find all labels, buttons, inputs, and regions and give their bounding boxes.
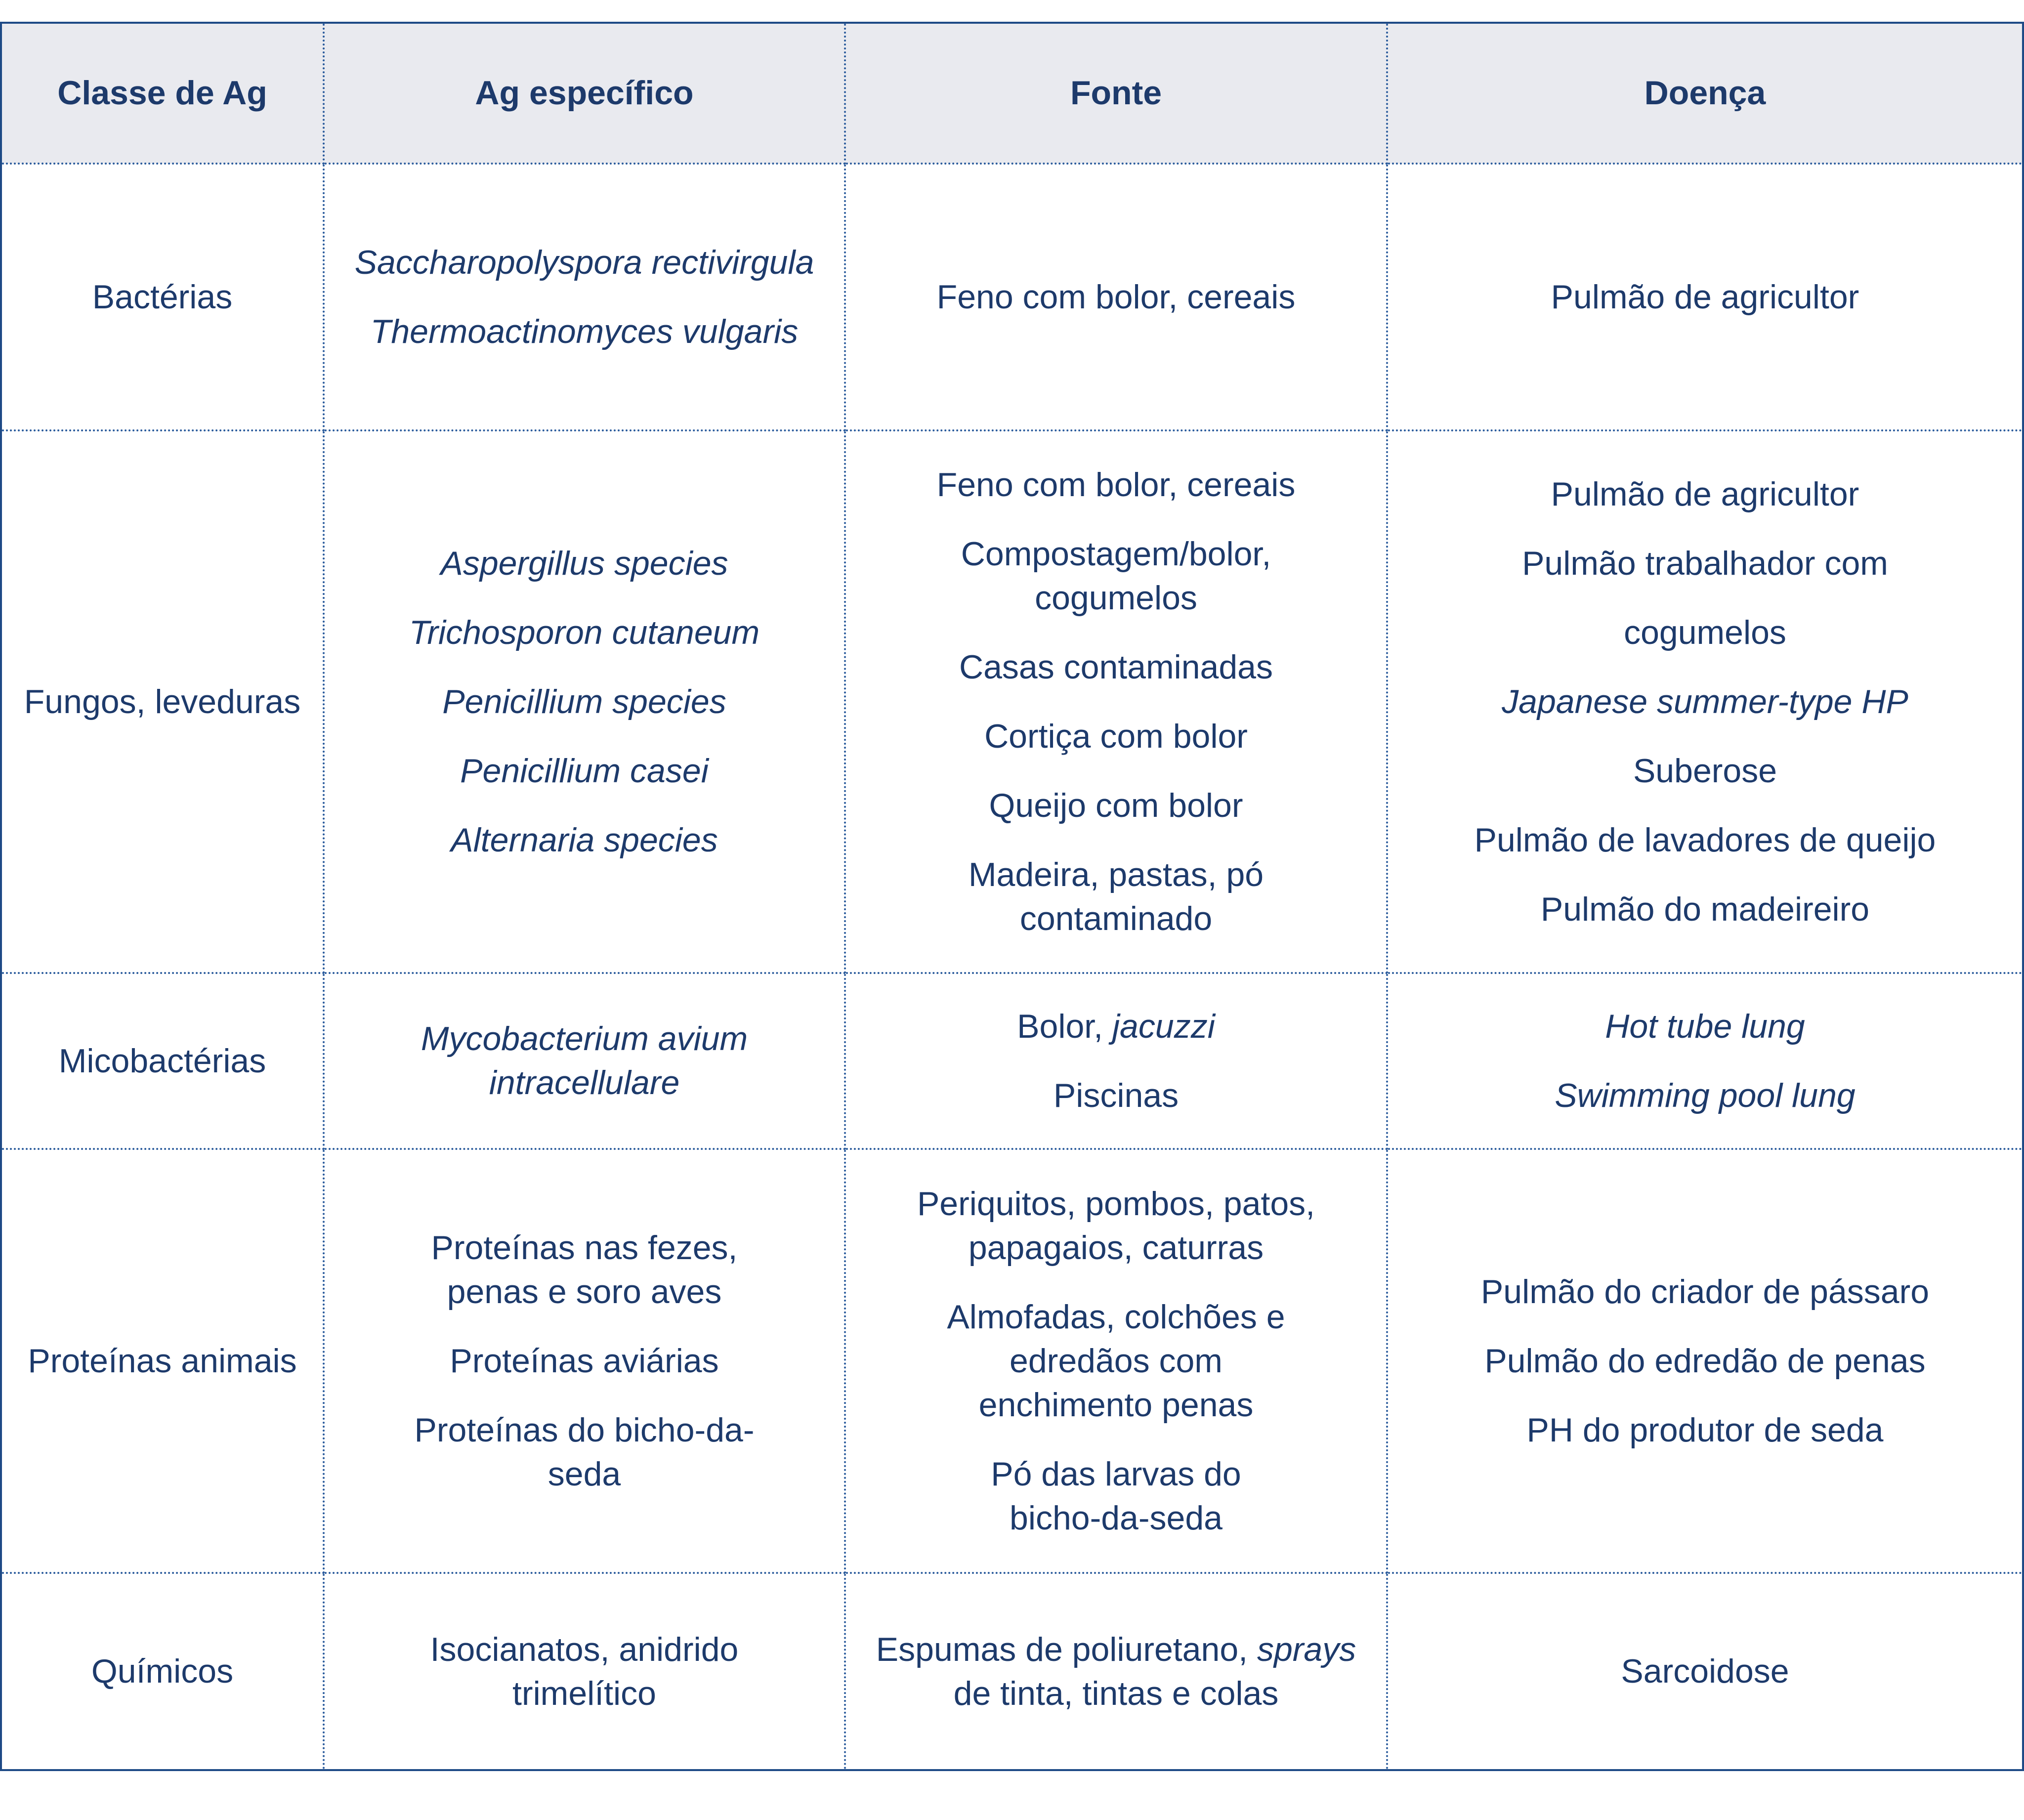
cell-ag: Mycobacterium avium intracellulare: [323, 972, 846, 1150]
text: Pulmão de agricultor: [1551, 278, 1859, 316]
cell-fonte: Espumas de poliuretano, sprays de tinta,…: [844, 1572, 1388, 1771]
text: Isocianatos, anidrido trimelítico: [430, 1630, 739, 1712]
text: Pulmão trabalhador com: [1522, 544, 1888, 582]
cell-ag: Saccharopolyspora rectivirgula Thermoact…: [323, 163, 846, 431]
text: Feno com bolor, cereais: [936, 466, 1296, 504]
text: Japanese summer-type HP: [1502, 682, 1908, 720]
text: jacuzzi: [1112, 1007, 1215, 1045]
text: cogumelos: [1624, 613, 1786, 651]
text: Feno com bolor, cereais: [936, 278, 1296, 316]
cell-classe: Bactérias: [0, 163, 325, 431]
text: Mycobacterium avium intracellulare: [421, 1020, 748, 1101]
text: Bolor,: [1017, 1007, 1112, 1045]
text: Madeira, pastas, pó contaminado: [968, 855, 1264, 937]
cell-fonte: Periquitos, pombos, patos, papagaios, ca…: [844, 1148, 1388, 1574]
cell-classe: Químicos: [0, 1572, 325, 1771]
table-row: Micobactérias Mycobacterium avium intrac…: [0, 972, 2024, 1150]
text: Saccharopolyspora rectivirgula: [354, 243, 814, 281]
header-ag: Ag específico: [323, 22, 846, 165]
cell-doenca: Hot tube lung Swimming pool lung: [1386, 972, 2024, 1150]
cell-doenca: Sarcoidose: [1386, 1572, 2024, 1771]
text: Proteínas animais: [28, 1342, 297, 1380]
table-row: Proteínas animais Proteínas nas fezes, p…: [0, 1148, 2024, 1574]
text: Alternaria species: [451, 821, 718, 859]
cell-doenca: Pulmão de agricultor Pulmão trabalhador …: [1386, 429, 2024, 974]
text: sprays: [1257, 1630, 1356, 1668]
text: Bolor, jacuzzi: [866, 1005, 1366, 1049]
cell-classe: Proteínas animais: [0, 1148, 325, 1574]
header-row: Classe de Ag Ag específico Fonte Doença: [0, 22, 2024, 165]
text: Proteínas nas fezes, penas e soro aves: [431, 1228, 738, 1311]
table-row: Fungos, leveduras Aspergillus species Tr…: [0, 429, 2024, 974]
header-doenca: Doença: [1386, 22, 2024, 165]
text: Penicillium species: [442, 682, 726, 720]
header-fonte: Fonte: [844, 22, 1388, 165]
cell-fonte: Feno com bolor, cereais Compostagem/bolo…: [844, 429, 1388, 974]
text: Periquitos, pombos, patos, papagaios, ca…: [917, 1185, 1315, 1267]
cell-fonte: Feno com bolor, cereais: [844, 163, 1388, 431]
text: Compostagem/bolor, cogumelos: [961, 535, 1271, 617]
header-classe: Classe de Ag: [0, 22, 325, 165]
cell-ag: Proteínas nas fezes, penas e soro aves P…: [323, 1148, 846, 1574]
text: Bactérias: [92, 278, 233, 316]
text: Pulmão de lavadores de queijo: [1474, 821, 1936, 859]
text: Proteínas do bicho-da-seda: [414, 1411, 755, 1493]
cell-doenca: Pulmão do criador de pássaro Pulmão do e…: [1386, 1148, 2024, 1574]
text: Espumas de poliuretano,: [876, 1630, 1257, 1668]
text: de tinta, tintas e colas: [953, 1674, 1279, 1712]
text: Piscinas: [1053, 1076, 1179, 1114]
cell-ag: Isocianatos, anidrido trimelítico: [323, 1572, 846, 1771]
text: Pulmão do madeireiro: [1540, 890, 1870, 928]
text: Pó das larvas do bicho-da-seda: [991, 1455, 1241, 1537]
text: Cortiça com bolor: [984, 717, 1248, 755]
text: Casas contaminadas: [959, 648, 1273, 686]
cell-ag: Aspergillus species Trichosporon cutaneu…: [323, 429, 846, 974]
text: Thermoactinomyces vulgaris: [370, 312, 799, 350]
antigen-table: Classe de Ag Ag específico Fonte Doença …: [0, 22, 2024, 1771]
table-row: Bactérias Saccharopolyspora rectivirgula…: [0, 163, 2024, 431]
text: Químicos: [91, 1652, 234, 1690]
text: Trichosporon cutaneum: [409, 613, 760, 651]
cell-fonte: Bolor, jacuzzi Piscinas: [844, 972, 1388, 1150]
text: Micobactérias: [58, 1042, 266, 1080]
text: Pulmão do edredão de penas: [1484, 1342, 1926, 1380]
text: Espumas de poliuretano, sprays de tinta,…: [866, 1628, 1366, 1716]
table-row: Químicos Isocianatos, anidrido trimelíti…: [0, 1572, 2024, 1771]
text: Suberose: [1633, 752, 1777, 790]
text: Hot tube lung: [1605, 1007, 1805, 1045]
text: Proteínas aviárias: [450, 1342, 719, 1380]
text: Swimming pool lung: [1555, 1076, 1855, 1114]
cell-classe: Micobactérias: [0, 972, 325, 1150]
text: PH do produtor de seda: [1526, 1411, 1884, 1449]
text: Sarcoidose: [1621, 1652, 1789, 1690]
text: Aspergillus species: [440, 544, 728, 582]
cell-doenca: Pulmão de agricultor: [1386, 163, 2024, 431]
text: Penicillium casei: [460, 752, 709, 790]
text: Queijo com bolor: [989, 786, 1243, 824]
cell-classe: Fungos, leveduras: [0, 429, 325, 974]
text: Pulmão do criador de pássaro: [1480, 1272, 1930, 1311]
text: Almofadas, colchões e edredãos com enchi…: [947, 1298, 1285, 1424]
text: Pulmão de agricultor: [1551, 475, 1859, 513]
text: Fungos, leveduras: [24, 682, 301, 720]
